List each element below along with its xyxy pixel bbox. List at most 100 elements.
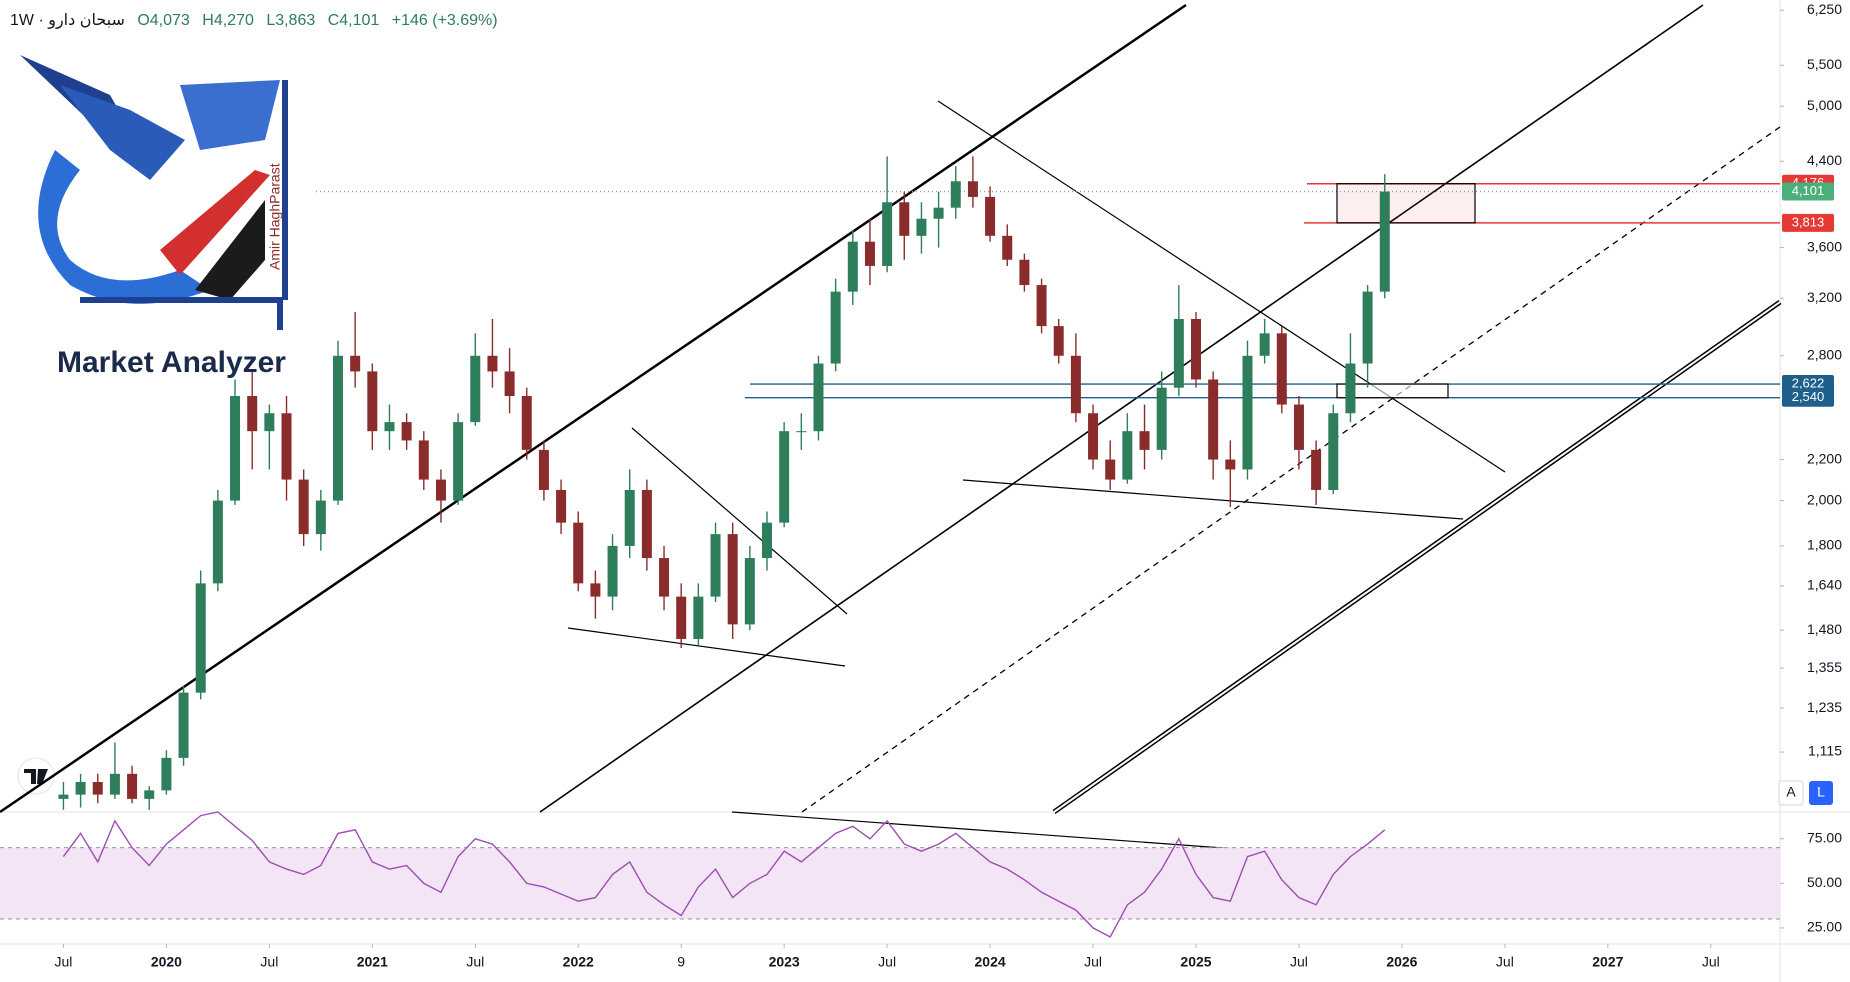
- candle-body: [538, 449, 549, 490]
- candle-body: [916, 218, 927, 236]
- candle-body: [109, 773, 120, 795]
- y-tick-label: 1,800: [1807, 537, 1842, 553]
- x-tick-label: 2024: [975, 954, 1006, 970]
- candle-body: [813, 363, 824, 432]
- candle-body: [899, 202, 910, 236]
- y-tick-label: 1,640: [1807, 577, 1842, 593]
- x-tick-label: Jul: [1290, 954, 1308, 970]
- candle-body: [556, 489, 567, 523]
- y-tick-label: 2,800: [1807, 346, 1842, 362]
- candle-body: [178, 692, 189, 758]
- candle-body: [470, 355, 481, 423]
- candle-body: [1259, 333, 1270, 356]
- log-scale-label[interactable]: L: [1817, 784, 1825, 800]
- candle-body: [573, 522, 584, 584]
- y-tick-label: 4,400: [1807, 152, 1842, 168]
- trendline: [567, 627, 846, 667]
- candle-body: [641, 489, 652, 559]
- y-tick-label: 3,600: [1807, 238, 1842, 254]
- y-tick-label: 2,000: [1807, 491, 1842, 507]
- candle-body: [247, 396, 258, 432]
- candle-body: [418, 440, 429, 480]
- y-tick-label: 2,200: [1807, 450, 1842, 466]
- x-tick-label: Jul: [878, 954, 896, 970]
- candle-body: [590, 583, 601, 597]
- candle-body: [1173, 318, 1184, 388]
- auto-scale-button[interactable]: [1778, 780, 1804, 806]
- y-tick-label: 6,250: [1807, 1, 1842, 17]
- candle-body: [796, 431, 807, 433]
- rsi-tick-label: 75.00: [1807, 829, 1842, 845]
- x-tick-label: Jul: [466, 954, 484, 970]
- candle-body: [676, 596, 687, 639]
- trendline: [962, 479, 1464, 520]
- logo-stripe: [160, 170, 270, 275]
- candles: [58, 156, 1390, 810]
- logo-frame: [80, 297, 283, 330]
- trendline-inner: [1053, 301, 1781, 813]
- rsi-line: [62, 811, 1386, 938]
- candle-body: [401, 422, 412, 441]
- x-tick-label: Jul: [54, 954, 72, 970]
- candle-body: [161, 757, 172, 791]
- price-level-tag: [1782, 388, 1834, 407]
- header: سبحان دارو · 1W O4,073 H4,270 L3,863 C4,…: [10, 10, 506, 30]
- candle-body: [727, 534, 738, 625]
- candle-body: [950, 181, 961, 208]
- candle-body: [864, 241, 875, 266]
- candle-body: [1122, 431, 1133, 480]
- trendline: [539, 4, 1704, 813]
- candle-body: [830, 291, 841, 364]
- candle-body: [847, 241, 858, 292]
- candle-body: [75, 782, 86, 795]
- candle-body: [453, 422, 464, 501]
- x-tick-label: Jul: [1084, 954, 1102, 970]
- candle-body: [624, 489, 635, 546]
- x-tick-label: Jul: [260, 954, 278, 970]
- candle-body: [127, 773, 138, 799]
- candle-body: [1053, 326, 1064, 356]
- price-level-label: 4,101: [1792, 183, 1825, 198]
- candle-body: [779, 431, 790, 523]
- candle-body: [264, 413, 275, 432]
- candle-body: [504, 371, 515, 397]
- candle-body: [195, 583, 206, 693]
- trendline: [937, 100, 1506, 473]
- auto-scale-label[interactable]: A: [1786, 784, 1796, 800]
- candle-body: [1293, 404, 1304, 450]
- candle-body: [1311, 449, 1322, 490]
- candle-body: [350, 355, 361, 372]
- candle-body: [1088, 413, 1099, 460]
- x-tick-label: 2026: [1386, 954, 1417, 970]
- x-tick-label: Jul: [1702, 954, 1720, 970]
- candle-body: [230, 396, 241, 501]
- candle-body: [1328, 413, 1339, 490]
- x-tick-label: 2023: [769, 954, 800, 970]
- candle-body: [315, 500, 326, 535]
- price-level-tag: [1782, 213, 1834, 232]
- candle-body: [985, 196, 996, 236]
- candle-body: [1139, 431, 1150, 450]
- candle-body: [1276, 333, 1287, 405]
- log-scale-button[interactable]: [1809, 781, 1833, 805]
- y-tick-label: 1,115: [1808, 743, 1842, 759]
- candle-body: [1225, 459, 1236, 470]
- candle-body: [58, 794, 69, 799]
- ohlc-value: C4,101: [327, 12, 380, 29]
- price-level-tag: [1782, 375, 1834, 394]
- rsi-band: [0, 847, 1780, 920]
- candle-body: [1002, 235, 1013, 260]
- logo-wing: [60, 85, 185, 180]
- candle-body: [710, 534, 721, 597]
- candle-body: [967, 181, 978, 197]
- trendline: [801, 126, 1781, 813]
- rsi-tick-label: 50.00: [1807, 874, 1842, 890]
- candle-body: [1242, 355, 1253, 470]
- change-value: +146 (+3.69%): [391, 12, 498, 29]
- candle-body: [882, 202, 893, 266]
- candle-body: [144, 790, 155, 799]
- candle-body: [933, 207, 944, 219]
- logo-wing: [180, 80, 280, 150]
